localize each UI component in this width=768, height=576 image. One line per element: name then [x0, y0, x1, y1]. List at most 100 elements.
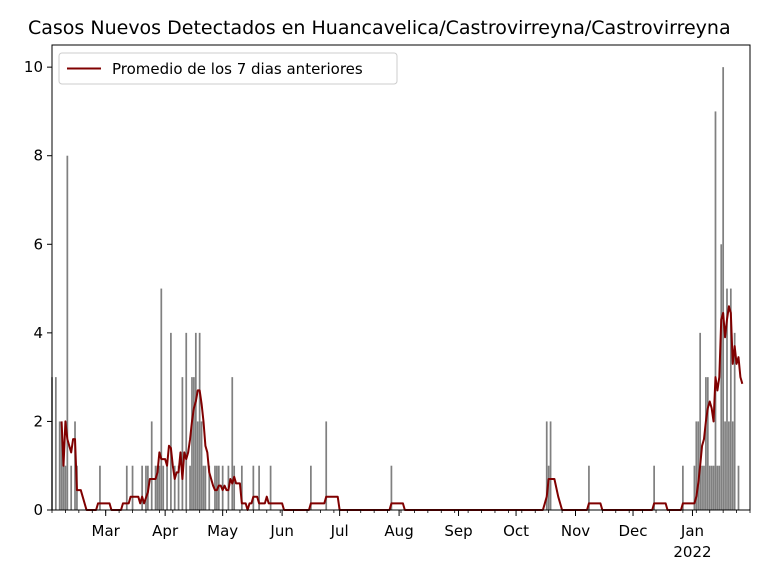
y-tick-label: 4 [33, 324, 43, 342]
bar [131, 465, 134, 510]
bar [703, 465, 705, 510]
bar [724, 421, 726, 510]
x-tick-label: Jan [680, 522, 704, 540]
bar [177, 465, 180, 510]
bar [729, 288, 732, 510]
legend: Promedio de los 7 dias anteriores [58, 52, 398, 85]
bar [185, 332, 188, 510]
bar [231, 377, 234, 510]
bar [695, 421, 698, 510]
x-tick-label: Dec [619, 522, 648, 540]
bar [166, 465, 168, 510]
bar [549, 421, 552, 510]
bar [733, 332, 736, 510]
bar [710, 465, 713, 510]
bar [714, 111, 717, 511]
bar [125, 465, 128, 510]
bar [99, 465, 101, 510]
series-line-7-day-average [60, 305, 744, 511]
x-axis: Mar Apr May Jun Jul Aug Sep Oct Nov Dec Jan 2022 [51, 510, 751, 561]
bar [712, 465, 715, 510]
bar [325, 421, 328, 510]
x-tick-label: Mar [92, 522, 121, 540]
plot-frame [51, 44, 751, 511]
bar [545, 421, 548, 510]
bar [158, 465, 161, 510]
y-axis: 0 2 4 6 8 10 [24, 58, 52, 519]
legend-label: Promedio de los 7 dias anteriores [112, 60, 363, 78]
bar [160, 288, 163, 510]
y-tick-label: 10 [24, 58, 43, 76]
legend-frame [58, 52, 398, 85]
bar [70, 465, 73, 510]
bar [701, 465, 703, 510]
bar [716, 465, 719, 510]
bar [705, 377, 707, 510]
bar [722, 67, 725, 510]
y-tick-label: 0 [33, 501, 43, 519]
bar [699, 332, 702, 510]
bar [173, 465, 176, 510]
bar [731, 421, 734, 510]
bar [706, 377, 709, 510]
x-tick-label: Apr [152, 522, 179, 540]
bar [154, 465, 157, 510]
bar [64, 465, 67, 510]
x-tick-label: Jun [269, 522, 293, 540]
bar [193, 377, 195, 510]
bar [141, 465, 143, 510]
chart-title: Casos Nuevos Detectados en Huancavelica/… [28, 17, 731, 39]
x-tick-label: Oct [503, 522, 529, 540]
bar [162, 465, 165, 510]
bars-layer [51, 67, 740, 511]
bar [737, 465, 740, 510]
line-layer [60, 305, 744, 511]
x-tick-label: Jul [330, 522, 349, 540]
bar [60, 421, 63, 510]
x-tick-label: Nov [561, 522, 590, 540]
x-tick-label: May [207, 522, 238, 540]
bar [208, 465, 211, 510]
bar [194, 332, 197, 510]
x-tick-year-label: 2022 [673, 543, 711, 561]
bar [708, 465, 711, 510]
bar [718, 465, 721, 510]
bar [200, 421, 203, 510]
bar [693, 465, 696, 510]
bar [269, 465, 272, 510]
bar [258, 465, 260, 510]
bar [240, 465, 243, 510]
bar [252, 465, 255, 510]
bar [170, 332, 172, 510]
bar [726, 288, 728, 510]
bar [58, 421, 61, 510]
y-tick-label: 6 [33, 235, 43, 253]
bar [204, 465, 207, 510]
bar [310, 465, 312, 510]
bar [720, 244, 723, 511]
bar [202, 465, 205, 510]
x-tick-label: Aug [384, 522, 413, 540]
bar [653, 465, 655, 510]
bar [150, 421, 153, 510]
bar [728, 421, 730, 510]
bar [390, 465, 393, 510]
bar [233, 465, 236, 510]
bar [54, 377, 57, 510]
bar [66, 155, 69, 510]
bar [189, 465, 191, 510]
bar [145, 465, 147, 510]
bar [196, 421, 199, 510]
bar [588, 465, 590, 510]
bar [191, 377, 193, 510]
bar [62, 465, 65, 510]
x-tick-label: Sep [444, 522, 472, 540]
y-tick-label: 8 [33, 147, 43, 165]
bar [156, 465, 159, 510]
y-tick-label: 2 [33, 412, 43, 430]
bar [682, 465, 684, 510]
bar [198, 332, 201, 510]
bar [181, 377, 184, 510]
bar [697, 421, 700, 510]
